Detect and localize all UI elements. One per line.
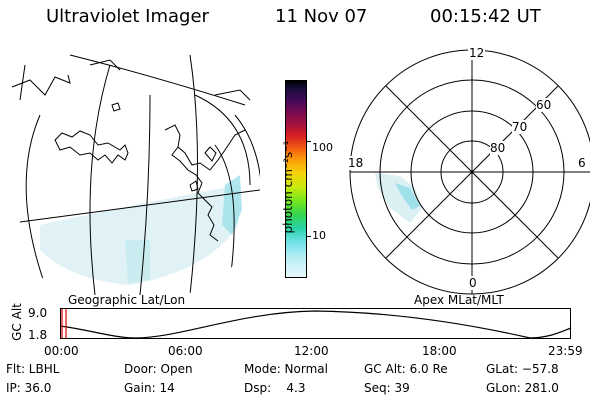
timeline-tick-2: 12:00 bbox=[294, 344, 329, 358]
gc-alt-value: GC Alt: 6.0 Re bbox=[364, 362, 448, 376]
polar-lat-80: 80 bbox=[490, 141, 506, 155]
polar-caption: Apex MLat/MLT bbox=[414, 293, 504, 307]
date-label: 11 Nov 07 bbox=[275, 6, 368, 27]
polar-lat-70: 70 bbox=[512, 120, 528, 134]
dsp-value: Dsp: 4.3 bbox=[244, 381, 306, 395]
uv-intensity-field bbox=[40, 185, 240, 285]
glon-value: GLon: 281.0 bbox=[486, 381, 559, 395]
colorbar-tick-100: 100 bbox=[312, 141, 333, 154]
geographic-map bbox=[11, 54, 260, 295]
timeline-tick-3: 18:00 bbox=[422, 344, 457, 358]
timeline-tick-0: 00:00 bbox=[44, 344, 79, 358]
glat-value: GLat: −57.8 bbox=[486, 362, 559, 376]
timeline-tick-1: 06:00 bbox=[168, 344, 203, 358]
polar-aurora-patch bbox=[375, 173, 422, 223]
timeline-axis-label: GC Alt bbox=[10, 303, 24, 341]
door-status: Door: Open bbox=[124, 362, 193, 376]
time-label: 00:15:42 UT bbox=[430, 6, 541, 27]
seq-value: Seq: 39 bbox=[364, 381, 410, 395]
polar-hour-6: 6 bbox=[578, 156, 586, 170]
timeline-tick-4: 23:59 bbox=[548, 344, 583, 358]
colorbar-unit-label: photon cm⁻²s⁻¹ bbox=[281, 140, 295, 234]
polar-hour-0: 0 bbox=[468, 276, 478, 290]
polar-hour-12: 12 bbox=[468, 46, 486, 60]
polar-plot bbox=[349, 49, 590, 295]
altitude-timeline bbox=[60, 308, 572, 339]
map-caption: Geographic Lat/Lon bbox=[68, 293, 186, 307]
ip-value: IP: 36.0 bbox=[6, 381, 52, 395]
timeline-y-top: 9.0 bbox=[28, 306, 48, 320]
app-title: Ultraviolet Imager bbox=[46, 6, 209, 27]
mode-value: Mode: Normal bbox=[244, 362, 328, 376]
filter-value: Flt: LBHL bbox=[6, 362, 60, 376]
polar-hour-18: 18 bbox=[348, 156, 364, 170]
polar-lat-60: 60 bbox=[536, 98, 552, 112]
colorbar-tick-10: 10 bbox=[312, 229, 326, 242]
timeline-y-bottom: 1.8 bbox=[28, 328, 48, 342]
gain-value: Gain: 14 bbox=[124, 381, 175, 395]
colorbar bbox=[285, 80, 307, 278]
